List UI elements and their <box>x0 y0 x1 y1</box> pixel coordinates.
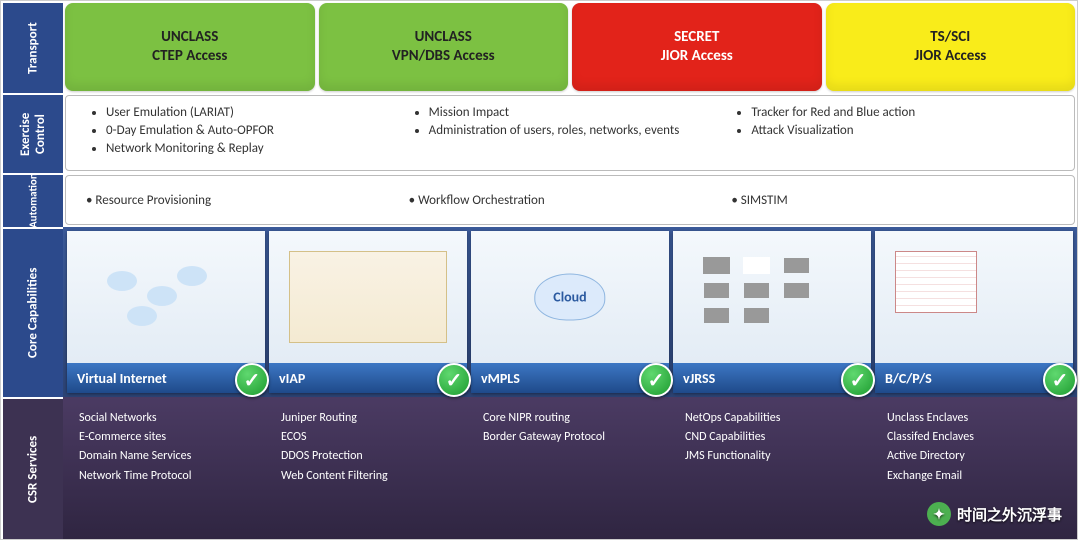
exercise-col-1: User Emulation (LARIAT) 0-Day Emulation … <box>86 104 409 162</box>
csr-item: Exchange Email <box>887 467 1061 486</box>
exercise-row: User Emulation (LARIAT) 0-Day Emulation … <box>63 93 1077 173</box>
core-row: Virtual Internet ✓ vIAP ✓ vMPLS ✓ vJRSS … <box>63 227 1077 397</box>
card-line2: VPN/DBS Access <box>392 47 495 67</box>
label-exercise: Exercise Control <box>1 93 63 173</box>
csr-item: ECOS <box>281 428 455 447</box>
watermark-text: 时间之外沉浮事 <box>957 504 1062 525</box>
list-item: 0-Day Emulation & Auto-OPFOR <box>106 122 409 140</box>
csr-item: Core NIPR routing <box>483 409 657 428</box>
wechat-icon: ✦ <box>927 502 951 526</box>
transport-card-tssci: TS/SCI JIOR Access <box>826 3 1076 91</box>
csr-item: Domain Name Services <box>79 447 253 466</box>
exercise-col-3: Tracker for Red and Blue action Attack V… <box>731 104 1054 162</box>
card-line2: JIOR Access <box>661 47 733 67</box>
list-item: Mission Impact <box>429 104 732 122</box>
csr-item: Juniper Routing <box>281 409 455 428</box>
exercise-col-2: Mission Impact Administration of users, … <box>409 104 732 162</box>
core-card-vmpls: vMPLS ✓ <box>471 231 669 393</box>
csr-card-3: Core NIPR routing Border Gateway Protoco… <box>471 401 669 535</box>
core-thumbnail <box>673 231 871 363</box>
card-line1: SECRET <box>674 28 719 48</box>
csr-item: CND Capabilities <box>685 428 859 447</box>
list-item: User Emulation (LARIAT) <box>106 104 409 122</box>
card-line1: UNCLASS <box>415 28 472 48</box>
core-card-virtual-internet: Virtual Internet ✓ <box>67 231 265 393</box>
core-card-bcps: B/C/P/S ✓ <box>875 231 1073 393</box>
label-transport: Transport <box>1 1 63 93</box>
csr-item: E-Commerce sites <box>79 428 253 447</box>
csr-card-4: NetOps Capabilities CND Capabilities JMS… <box>673 401 871 535</box>
check-icon: ✓ <box>841 363 875 397</box>
list-item: Network Monitoring & Replay <box>106 140 409 158</box>
csr-item: Social Networks <box>79 409 253 428</box>
auto-item: • Resource Provisioning <box>86 193 409 208</box>
transport-card-unclass-vpn: UNCLASS VPN/DBS Access <box>319 3 569 91</box>
csr-item: Network Time Protocol <box>79 467 253 486</box>
label-csr: CSR Services <box>1 397 63 539</box>
card-line1: UNCLASS <box>161 28 218 48</box>
label-core: Core Capabilities <box>1 227 63 397</box>
csr-item: NetOps Capabilities <box>685 409 859 428</box>
exercise-box: User Emulation (LARIAT) 0-Day Emulation … <box>65 95 1075 171</box>
auto-item: • Workflow Orchestration <box>409 193 732 208</box>
csr-item: Border Gateway Protocol <box>483 428 657 447</box>
list-item: Tracker for Red and Blue action <box>751 104 1054 122</box>
transport-card-unclass-ctep: UNCLASS CTEP Access <box>65 3 315 91</box>
transport-card-secret: SECRET JIOR Access <box>572 3 822 91</box>
core-thumbnail <box>471 231 669 363</box>
list-item: Administration of users, roles, networks… <box>429 122 732 140</box>
auto-item: • SIMSTIM <box>731 193 1054 208</box>
csr-item: Classifed Enclaves <box>887 428 1061 447</box>
csr-item: DDOS Protection <box>281 447 455 466</box>
automation-row: • Resource Provisioning • Workflow Orche… <box>63 173 1077 227</box>
csr-item: Web Content Filtering <box>281 467 455 486</box>
csr-row: Social Networks E-Commerce sites Domain … <box>63 397 1077 539</box>
card-line2: CTEP Access <box>152 47 227 67</box>
check-icon: ✓ <box>1043 363 1077 397</box>
transport-row: UNCLASS CTEP Access UNCLASS VPN/DBS Acce… <box>63 1 1077 93</box>
core-card-viap: vIAP ✓ <box>269 231 467 393</box>
check-icon: ✓ <box>639 363 673 397</box>
watermark: ✦ 时间之外沉浮事 <box>927 502 1062 526</box>
core-thumbnail <box>269 231 467 363</box>
csr-card-2: Juniper Routing ECOS DDOS Protection Web… <box>269 401 467 535</box>
check-icon: ✓ <box>437 363 471 397</box>
csr-card-1: Social Networks E-Commerce sites Domain … <box>67 401 265 535</box>
list-item: Attack Visualization <box>751 122 1054 140</box>
automation-box: • Resource Provisioning • Workflow Orche… <box>65 175 1075 225</box>
architecture-diagram: Transport Exercise Control Automation Co… <box>0 0 1078 540</box>
csr-item: JMS Functionality <box>685 447 859 466</box>
card-line2: JIOR Access <box>914 47 986 67</box>
label-automation: Automation <box>1 173 63 227</box>
auto-text: SIMSTIM <box>741 193 788 208</box>
core-card-vjrss: vJRSS ✓ <box>673 231 871 393</box>
csr-item: Active Directory <box>887 447 1061 466</box>
core-thumbnail <box>67 231 265 363</box>
check-icon: ✓ <box>235 363 269 397</box>
content-column: UNCLASS CTEP Access UNCLASS VPN/DBS Acce… <box>63 1 1077 539</box>
core-thumbnail <box>875 231 1073 363</box>
row-labels-column: Transport Exercise Control Automation Co… <box>1 1 63 539</box>
csr-item: Unclass Enclaves <box>887 409 1061 428</box>
card-line1: TS/SCI <box>930 28 970 48</box>
auto-text: Resource Provisioning <box>95 193 211 208</box>
auto-text: Workflow Orchestration <box>418 193 545 208</box>
